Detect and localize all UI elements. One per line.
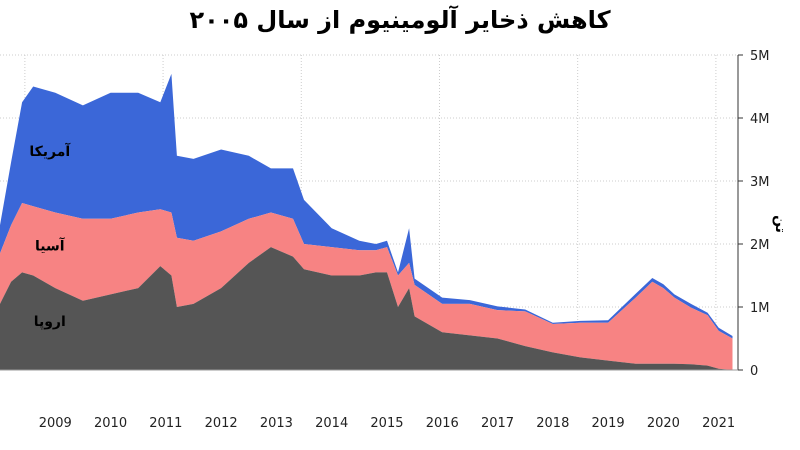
x-tick-label: 2019: [592, 416, 625, 431]
axes: [0, 55, 739, 371]
x-tick-label: 2020: [647, 416, 680, 431]
x-tick-label: 2010: [94, 416, 127, 431]
y-tick-label: 0: [750, 364, 758, 379]
x-tick-label: 2012: [205, 416, 238, 431]
x-tick-label: 2015: [370, 416, 403, 431]
series-label-0: اروپا: [34, 314, 66, 330]
x-tick-label: 2016: [426, 416, 459, 431]
y-ticks: 0 1M 2M 3M 4M 5M: [738, 49, 770, 379]
chart-title: کاهش ذخایر آلومینیوم از سال ۲۰۰۵: [189, 6, 611, 34]
y-tick-label: 3M: [750, 175, 770, 190]
y-tick-label: 5M: [750, 49, 770, 64]
x-tick-label: 2013: [260, 416, 293, 431]
x-tick-label: 2021: [702, 416, 735, 431]
x-tick-label: 2014: [315, 416, 348, 431]
y-tick-label: 2M: [750, 238, 770, 253]
area-series-1: [0, 203, 733, 370]
area-series-0: [0, 247, 733, 370]
plot-area: [0, 73, 733, 370]
series-label-2: آمریکا: [29, 142, 71, 160]
x-ticks: 2009 2010 2011 2012 2013 2014 2015 2016 2017 2018…: [39, 416, 735, 431]
x-tick-label: 2011: [149, 416, 182, 431]
series-labels: اروپا آسیا آمریکا: [29, 142, 71, 330]
x-tick-label: 2017: [481, 416, 514, 431]
x-tick-label: 2018: [536, 416, 569, 431]
y-tick-label: 1M: [750, 301, 770, 316]
x-tick-label: 2009: [39, 416, 72, 431]
y-tick-label: 4M: [750, 112, 770, 127]
area-series-2: [0, 73, 733, 339]
series-label-1: آسیا: [35, 236, 66, 254]
y-axis-unit-label: تن: [772, 215, 788, 233]
